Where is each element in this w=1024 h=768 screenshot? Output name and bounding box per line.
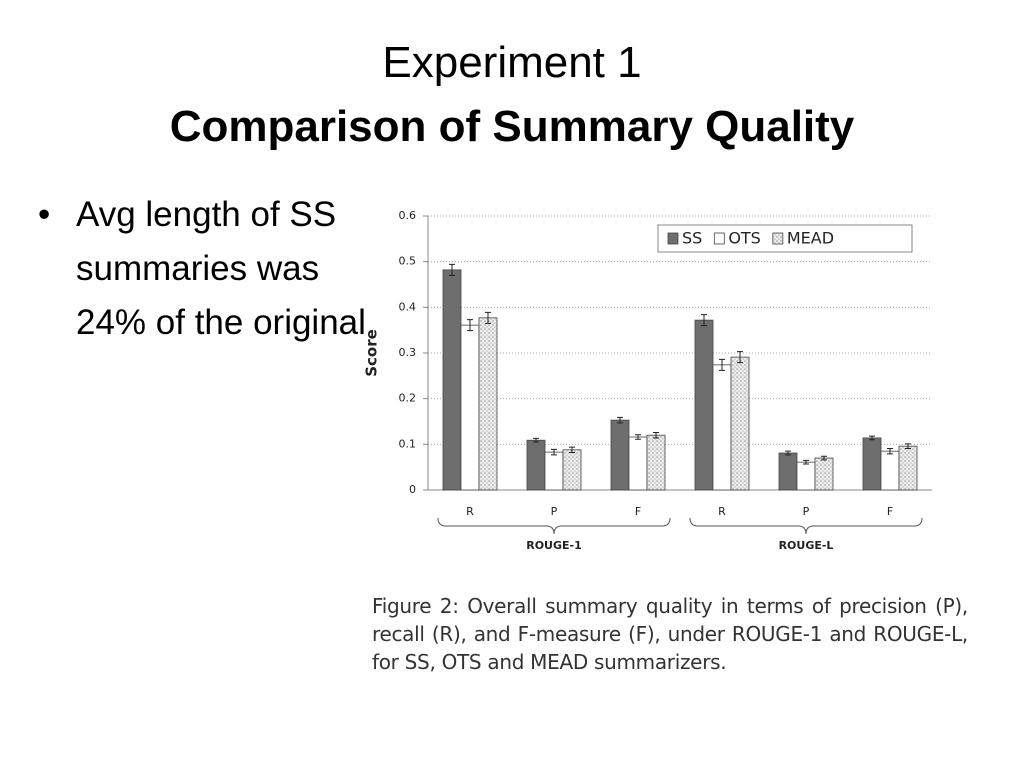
y-tick-label: 0	[409, 483, 416, 496]
bar	[898, 445, 918, 491]
error-bar	[905, 443, 911, 449]
group-label: ROUGE-L	[779, 539, 834, 552]
x-tick-label: F	[887, 505, 893, 518]
bullet: • Avg length of SS summaries was 24% of t…	[38, 188, 376, 350]
bar	[526, 439, 546, 491]
error-bar	[635, 434, 641, 440]
bar	[610, 419, 630, 491]
legend-box	[657, 224, 913, 253]
legend-label: OTS	[728, 229, 761, 248]
error-bar	[569, 446, 575, 454]
legend-label: SS	[682, 229, 702, 248]
x-tick-label: P	[551, 505, 558, 518]
y-tick-label: 0.6	[399, 209, 417, 222]
legend-swatch	[772, 232, 784, 245]
y-axis-label: Score	[363, 329, 381, 377]
bar	[544, 451, 564, 491]
error-bar	[869, 435, 875, 441]
bar	[880, 450, 900, 491]
error-bar	[449, 263, 455, 276]
error-bar	[467, 319, 473, 332]
error-bar	[653, 431, 659, 439]
legend-swatch	[667, 232, 679, 245]
x-tick-label: R	[466, 505, 474, 518]
group-brace	[437, 517, 671, 535]
error-bar	[719, 358, 725, 371]
x-tick-label: R	[718, 505, 726, 518]
y-tick-label: 0.2	[399, 392, 417, 405]
error-bar	[887, 447, 893, 455]
figure-caption: Figure 2: Overall summary quality in ter…	[372, 594, 968, 674]
error-bar	[701, 314, 707, 327]
legend-label: MEAD	[787, 229, 834, 248]
error-bar	[803, 459, 809, 465]
group-brace	[689, 517, 923, 535]
y-tick-label: 0.5	[399, 255, 417, 268]
bar	[796, 461, 816, 491]
bar	[862, 437, 882, 491]
bullet-dot: •	[38, 195, 51, 234]
bar	[460, 324, 480, 491]
x-tick-label: P	[803, 505, 810, 518]
slide-title: Experiment 1	[382, 38, 642, 87]
bar	[730, 356, 750, 491]
slide-subtitle: Comparison of Summary Quality	[169, 102, 855, 151]
y-tick-label: 0.4	[399, 300, 417, 313]
error-bar	[821, 455, 827, 461]
bullet-text: Avg length of SS summaries was 24% of th…	[76, 195, 366, 342]
group-label: ROUGE-1	[526, 539, 582, 552]
bar	[814, 457, 834, 491]
error-bar	[533, 437, 539, 443]
error-bar	[551, 448, 557, 456]
x-tick-label: F	[635, 505, 641, 518]
error-bar	[737, 351, 743, 364]
bar	[778, 452, 798, 491]
legend-swatch	[713, 232, 725, 245]
bar	[628, 436, 648, 491]
bar	[562, 449, 582, 491]
bar	[694, 319, 714, 491]
y-tick-label: 0.3	[399, 346, 417, 359]
error-bar	[485, 311, 491, 324]
error-bar	[617, 416, 623, 424]
y-tick-label: 0.1	[399, 437, 417, 450]
bar	[712, 364, 732, 491]
error-bar	[785, 450, 791, 456]
bar	[442, 269, 462, 491]
bar	[478, 317, 498, 491]
bar	[646, 434, 666, 491]
